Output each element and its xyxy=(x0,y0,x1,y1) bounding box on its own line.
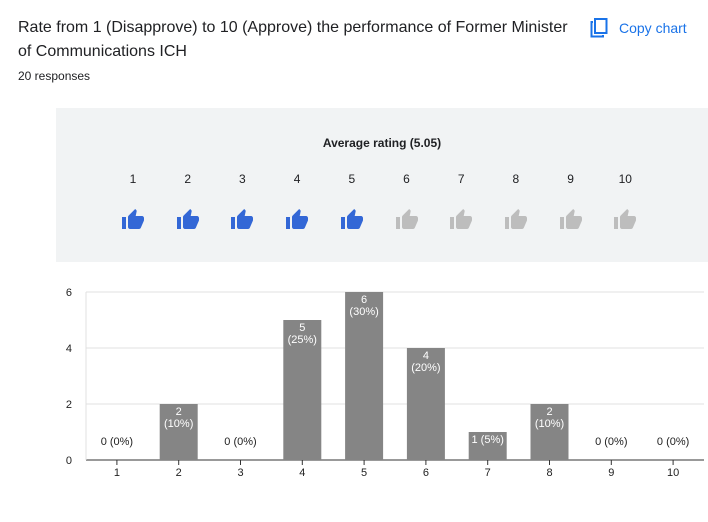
bar-data-label: 0 (0%) xyxy=(595,436,627,448)
rating-panel: Average rating (5.05) 1 2 3 4 5 6 7 8 9 10 xyxy=(56,108,708,262)
x-tick-label: 9 xyxy=(608,467,614,479)
x-tick-label: 2 xyxy=(176,467,182,479)
bar-data-label: (30%) xyxy=(349,306,378,318)
bar-data-label: (20%) xyxy=(411,362,440,374)
average-rating-title: Average rating (5.05) xyxy=(322,136,442,150)
y-tick-label: 6 xyxy=(66,287,72,299)
bar-data-label: 0 (0%) xyxy=(657,436,689,448)
x-tick-label: 6 xyxy=(423,467,429,479)
rating-scale-number: 7 xyxy=(457,172,465,186)
bar-data-label: 2 xyxy=(546,406,552,418)
bar-data-label: 0 (0%) xyxy=(224,436,256,448)
thumbs-up-icon xyxy=(449,208,473,232)
bar xyxy=(159,404,198,460)
y-tick-label: 2 xyxy=(66,399,72,411)
thumbs-up-icon xyxy=(340,208,364,232)
question-title: Rate from 1 (Disapprove) to 10 (Approve)… xyxy=(18,19,568,60)
bar-data-label: 2 xyxy=(176,406,182,418)
copy-chart-label: Copy chart xyxy=(619,20,687,36)
thumbs-up-icon xyxy=(559,208,583,232)
thumbs-up-icon xyxy=(613,208,637,232)
rating-scale-number: 4 xyxy=(293,172,301,186)
bar-data-label: 5 xyxy=(299,322,305,334)
rating-scale-number: 3 xyxy=(239,172,246,186)
copy-icon xyxy=(590,18,608,38)
bar-data-label: (25%) xyxy=(288,334,317,346)
x-tick-label: 3 xyxy=(237,467,243,479)
bar xyxy=(345,292,384,460)
rating-scale-number: 8 xyxy=(512,172,520,186)
rating-scale-number: 9 xyxy=(567,172,574,186)
copy-chart-button[interactable]: Copy chart xyxy=(590,16,687,40)
bar-data-label: 0 (0%) xyxy=(101,436,133,448)
y-tick-label: 0 xyxy=(66,455,72,467)
rating-scale-number: 6 xyxy=(403,172,410,186)
bar-data-label: 6 xyxy=(361,294,367,306)
x-tick-label: 8 xyxy=(546,467,552,479)
x-tick-label: 7 xyxy=(485,467,491,479)
x-tick-label: 10 xyxy=(667,467,679,479)
x-tick-label: 4 xyxy=(299,467,305,479)
thumbs-up-icon xyxy=(285,208,309,232)
bar xyxy=(283,320,322,460)
rating-scale-number: 10 xyxy=(618,172,632,186)
y-tick-label: 4 xyxy=(66,343,72,355)
x-tick-label: 5 xyxy=(361,467,367,479)
bar xyxy=(406,348,445,460)
thumbs-up-icon xyxy=(230,208,254,232)
x-tick-label: 1 xyxy=(114,467,120,479)
thumbs-up-icon xyxy=(121,208,145,232)
bar xyxy=(530,404,569,460)
rating-scale-number: 1 xyxy=(129,172,137,186)
rating-scale-number: 5 xyxy=(348,172,356,186)
bar-data-label: (10%) xyxy=(535,418,564,430)
thumbs-up-icon xyxy=(395,208,419,232)
response-count: 20 responses xyxy=(18,69,91,83)
thumbs-up-icon xyxy=(504,208,528,232)
bar-data-label: (10%) xyxy=(164,418,193,430)
bar xyxy=(468,432,507,460)
rating-scale-number: 2 xyxy=(184,172,192,186)
bar-data-label: 1 (5%) xyxy=(471,434,503,446)
bar-data-label: 4 xyxy=(423,350,429,362)
thumbs-up-icon xyxy=(176,208,200,232)
